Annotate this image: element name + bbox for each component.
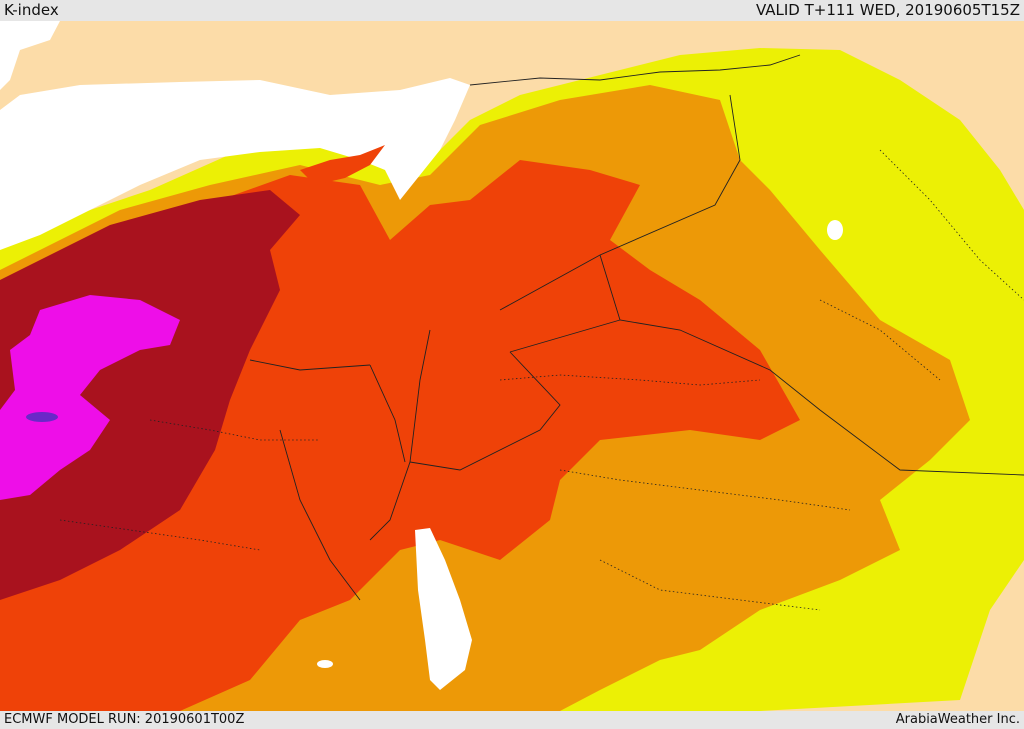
mediterranean-sea: [0, 78, 470, 250]
map-title: K-index: [4, 1, 59, 19]
cyprus-island: [300, 145, 385, 185]
k-index-map[interactable]: [0, 21, 1024, 711]
province-borders: [59, 149, 1024, 611]
red-sea: [415, 528, 472, 690]
dark-red-zone: [0, 190, 300, 600]
purple-spot: [26, 412, 58, 422]
lake-1: [827, 220, 843, 240]
header-bar: K-index VALID T+111 WED, 20190605T15Z: [0, 0, 1024, 21]
magenta-zone: [0, 295, 180, 500]
map-canvas: [0, 21, 1024, 711]
footer-bar: ECMWF MODEL RUN: 20190601T00Z ArabiaWeat…: [0, 711, 1024, 729]
model-run-label: ECMWF MODEL RUN: 20190601T00Z: [4, 712, 245, 727]
country-borders: [249, 54, 1024, 601]
lake-2: [317, 660, 333, 668]
aegean-sea: [0, 21, 60, 90]
valid-time-label: VALID T+111 WED, 20190605T15Z: [755, 1, 1020, 19]
credit-label: ArabiaWeather Inc.: [895, 712, 1020, 727]
